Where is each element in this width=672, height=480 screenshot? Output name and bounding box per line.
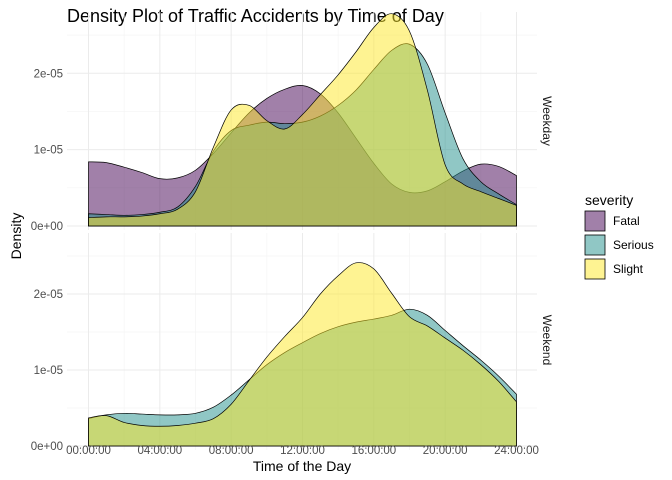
legend-key-fatal: [584, 210, 606, 232]
x-tick-label: 20:00:00: [423, 445, 468, 457]
x-tick-label: 04:00:00: [137, 445, 182, 457]
strip-label-weekday: Weekday: [540, 96, 554, 146]
density-area-slight: [88, 13, 517, 227]
legend-title: severity: [585, 192, 633, 208]
legend-key-serious: [584, 234, 606, 256]
y-tick-label: 1e-05: [34, 145, 63, 157]
y-tick-label: 0e+00: [31, 221, 63, 233]
legend-items: Fatal Serious Slight: [584, 210, 654, 280]
y-axis-tick-labels: 0e+00 1e-05 2e-05 0e+00 1e-05 2e-05: [31, 68, 63, 453]
x-tick-label: 16:00:00: [351, 445, 396, 457]
legend: severity Fatal Serious Slight: [584, 192, 654, 280]
x-tick-label: 24:00:00: [494, 445, 539, 457]
density-area-slight: [88, 262, 517, 447]
panel-weekday: Weekday: [67, 12, 554, 230]
panel-weekday-series: [88, 13, 517, 227]
legend-label-serious: Serious: [613, 238, 654, 252]
panel-weekend: Weekend: [67, 233, 554, 450]
y-tick-label: 0e+00: [31, 441, 63, 453]
y-tick-label: 2e-05: [34, 68, 63, 80]
x-axis-title: Time of the Day: [253, 458, 351, 474]
y-tick-label: 2e-05: [34, 289, 63, 301]
panel-weekend-series: [88, 262, 517, 447]
y-axis-title: Density: [8, 213, 24, 260]
y-tick-label: 1e-05: [34, 365, 63, 377]
chart-title: Density Plot of Traffic Accidents by Tim…: [67, 6, 444, 26]
legend-label-slight: Slight: [613, 262, 644, 276]
legend-key-slight: [584, 258, 606, 280]
x-tick-label: 12:00:00: [280, 445, 325, 457]
x-tick-label: 08:00:00: [209, 445, 254, 457]
legend-label-fatal: Fatal: [613, 214, 640, 228]
strip-label-weekend: Weekend: [540, 315, 554, 365]
x-tick-label: 00:00:00: [66, 445, 111, 457]
x-axis-tick-labels: 00:00:00 04:00:00 08:00:00 12:00:00 16:00:00…: [66, 445, 539, 457]
